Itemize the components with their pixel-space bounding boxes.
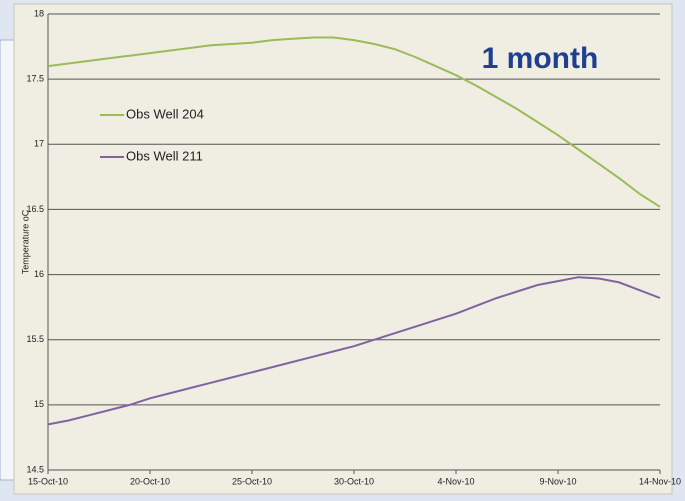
y-tick-label: 16.5 <box>26 204 44 214</box>
x-tick-label: 4-Nov-10 <box>437 476 474 486</box>
series-line <box>47 276 661 426</box>
chart-panel <box>13 3 673 495</box>
y-axis-label: Temperature oC <box>20 209 30 274</box>
annotation: 1 month <box>482 42 599 75</box>
y-tick-label: 17 <box>34 139 44 149</box>
x-tick-label: 14-Nov-10 <box>639 476 681 486</box>
y-tick-label: 15 <box>34 399 44 409</box>
series-line <box>47 36 661 208</box>
y-tick-label: 15.5 <box>26 334 44 344</box>
x-tick-label: 30-Oct-10 <box>334 476 374 486</box>
y-tick-label: 14.5 <box>26 464 44 474</box>
x-tick-label: 9-Nov-10 <box>539 476 576 486</box>
x-tick-label: 20-Oct-10 <box>130 476 170 486</box>
x-tick-label: 25-Oct-10 <box>232 476 272 486</box>
y-tick-label: 17.5 <box>26 74 44 84</box>
legend-label: Obs Well 211 <box>126 148 203 163</box>
y-tick-label: 18 <box>34 8 44 18</box>
y-tick-label: 16 <box>34 269 44 279</box>
legend-label: Obs Well 204 <box>126 106 204 121</box>
x-tick-label: 15-Oct-10 <box>28 476 68 486</box>
